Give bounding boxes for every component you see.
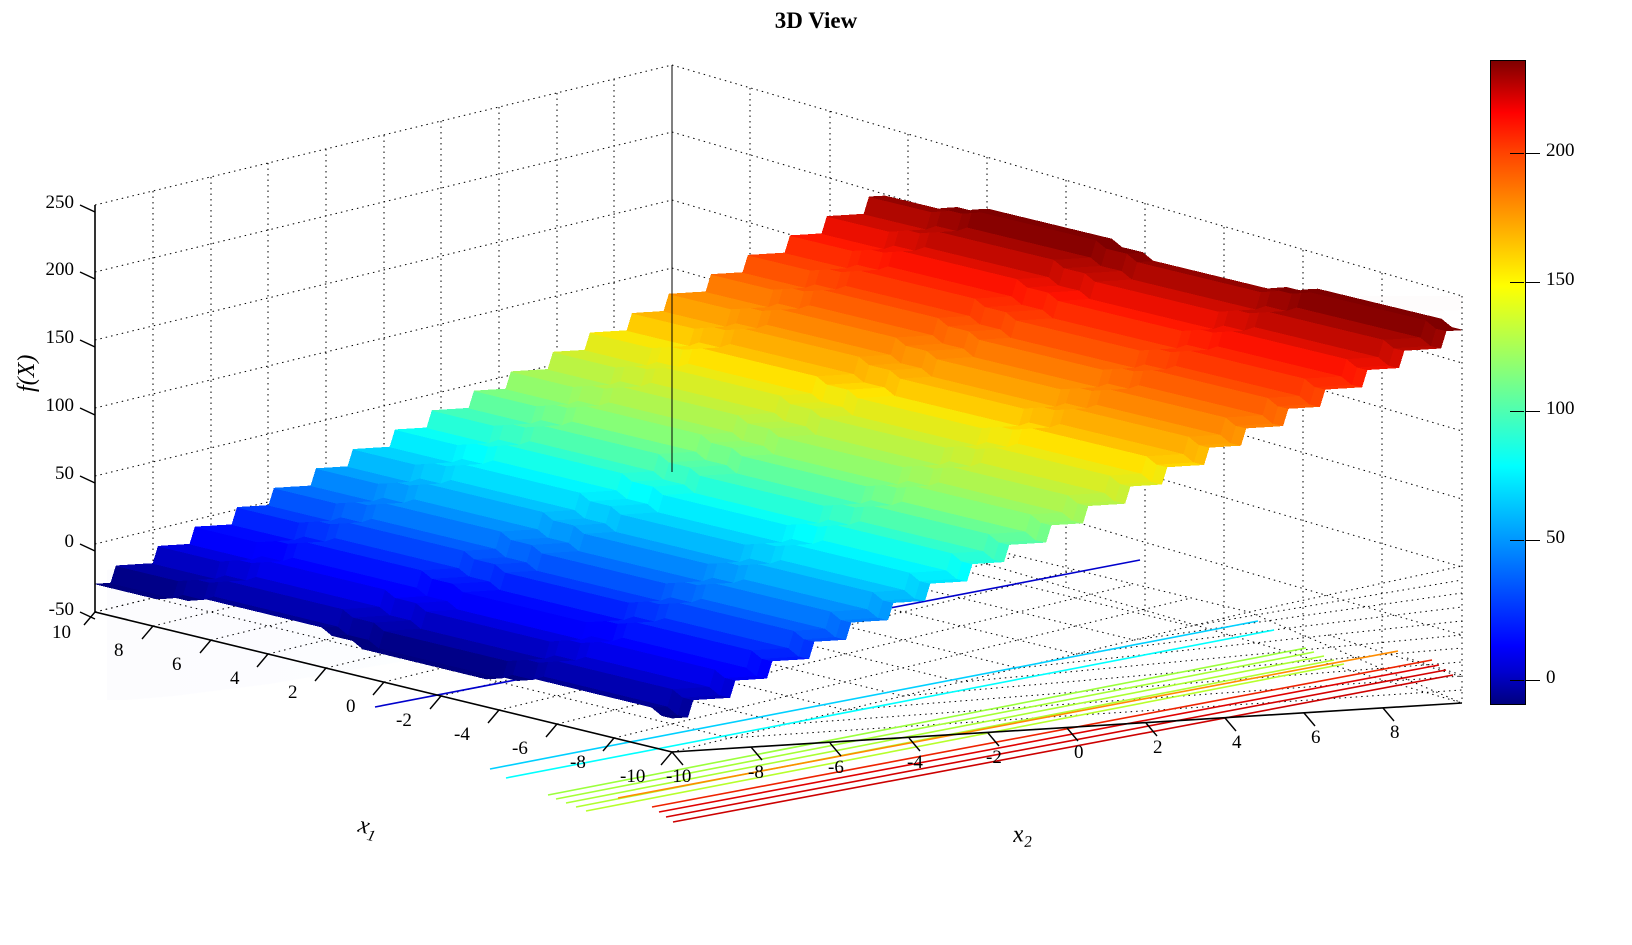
x2-tick-label: 8 [1390, 722, 1400, 743]
x1-tick-label: 6 [172, 654, 182, 675]
colorbar-tick [1526, 282, 1540, 283]
z-tick-label: 100 [45, 395, 75, 416]
x2-tick-marks [671, 707, 1395, 766]
colorbar-tick-inner [1510, 680, 1524, 681]
x2-tick-label: -8 [748, 762, 764, 783]
colorbar-tick-label: 150 [1546, 269, 1575, 290]
colorbar-tick-label: 200 [1546, 140, 1575, 161]
x2-axis-label: x2 [1012, 821, 1033, 851]
z-tick-marks [79, 204, 96, 620]
colorbar-tick-inner [1510, 153, 1524, 154]
colorbar-gradient [1490, 60, 1526, 705]
colorbar-tick-label: 0 [1546, 667, 1556, 688]
colorbar-tick [1526, 411, 1540, 412]
z-tick-label: 0 [64, 531, 75, 552]
x2-tick-label: 4 [1232, 732, 1242, 753]
z-tick-label: 50 [55, 463, 74, 484]
colorbar-tick [1526, 540, 1540, 541]
x1-tick-label: 8 [114, 640, 124, 661]
x1-tick-label: -2 [396, 710, 412, 731]
surface-strips [94, 195, 1463, 719]
colorbar-tick-label: 100 [1546, 398, 1575, 419]
colorbar-tick-inner [1510, 540, 1524, 541]
x1-tick-marks [83, 611, 673, 766]
x2-tick-label: -2 [986, 747, 1002, 768]
colorbar-tick [1526, 153, 1540, 154]
x2-tick-label: -4 [907, 752, 923, 773]
z-tick-label: 200 [45, 259, 75, 280]
x1-tick-label: -6 [512, 738, 528, 759]
x1-tick-label: -10 [620, 766, 646, 787]
z-tick-label: -50 [48, 599, 74, 620]
chart-title: 3D View [774, 8, 858, 33]
x1-tick-label: 2 [288, 682, 298, 703]
x2-tick-label: -10 [666, 766, 692, 787]
axis-lines [94, 65, 1463, 753]
x1-tick-label: 4 [230, 668, 240, 689]
x1-tick-label: -4 [454, 724, 470, 745]
z-tick-label: 250 [45, 192, 75, 213]
x1-tick-label: 10 [52, 622, 71, 643]
colorbar-tick-inner [1510, 411, 1524, 412]
x2-tick-label: 0 [1074, 742, 1084, 763]
colorbar-tick-inner [1510, 282, 1524, 283]
colorbar-tick [1526, 680, 1540, 681]
x1-tick-label: 0 [346, 696, 356, 717]
x2-tick-label: 6 [1311, 727, 1321, 748]
x2-tick-label: -6 [828, 757, 844, 778]
contour-lines [374, 559, 1454, 823]
grid-back-left [94, 64, 673, 613]
colorbar-tick-label: 50 [1546, 527, 1565, 548]
x1-tick-label: -8 [570, 752, 586, 773]
colorbar[interactable]: 200 150 100 50 0 [1490, 60, 1630, 705]
x2-tick-label: 2 [1153, 737, 1163, 758]
z-tick-label: 150 [45, 327, 75, 348]
z-axis-label: f(X) [14, 354, 40, 392]
